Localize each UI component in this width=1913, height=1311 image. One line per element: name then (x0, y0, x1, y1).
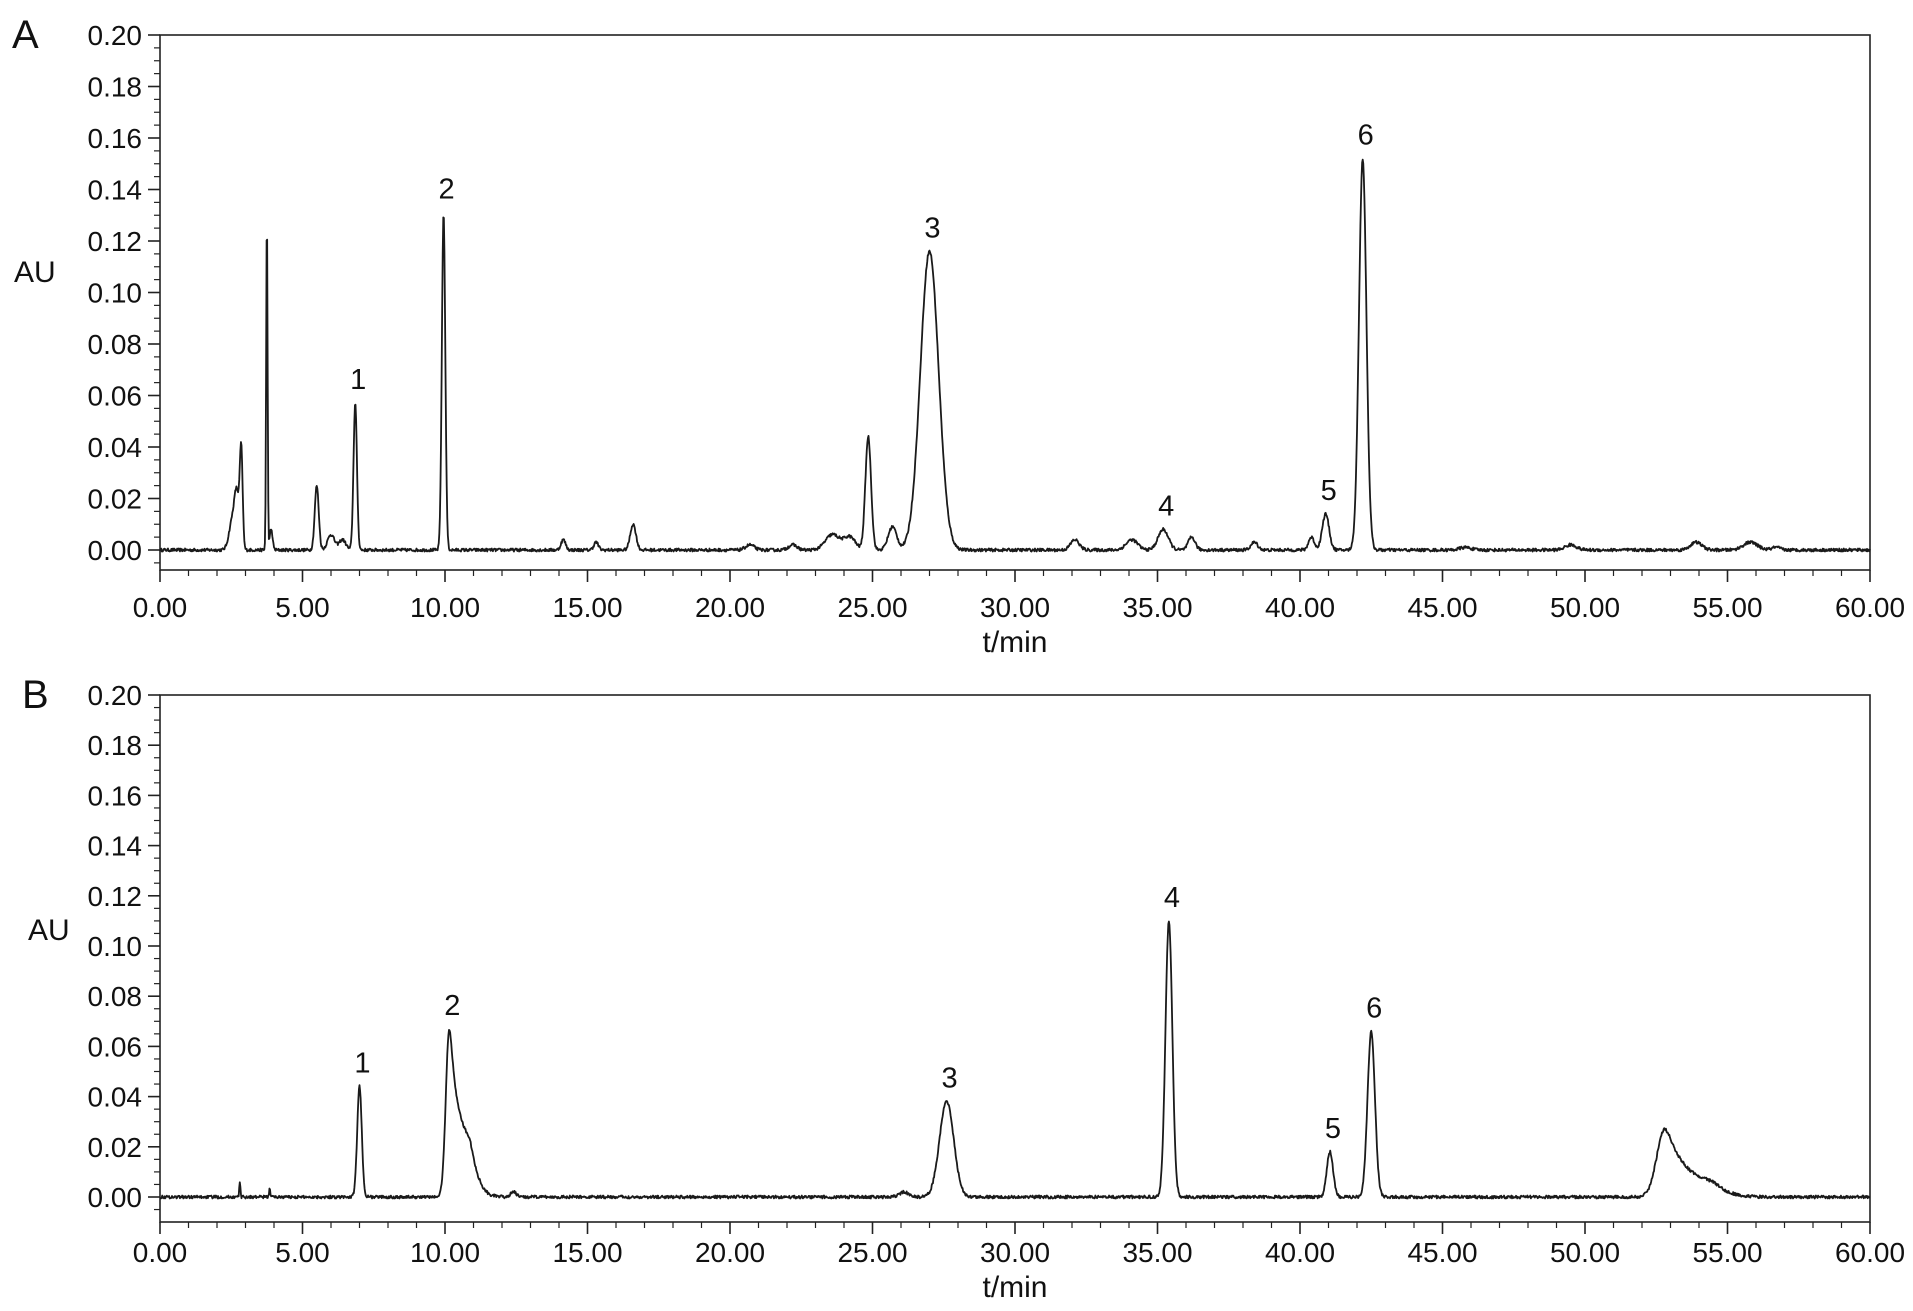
y-tick-label: 0.18 (88, 72, 143, 103)
x-tick-label: 5.00 (275, 592, 330, 623)
y-tick-label: 0.08 (88, 981, 143, 1012)
x-tick-label: 55.00 (1692, 1237, 1762, 1268)
y-tick-label: 0.00 (88, 535, 143, 566)
x-tick-label: 45.00 (1407, 592, 1477, 623)
x-tick-label: 15.00 (552, 1237, 622, 1268)
x-tick-label: 10.00 (410, 1237, 480, 1268)
peak-label-3: 3 (942, 1063, 958, 1095)
x-tick-label: 55.00 (1692, 592, 1762, 623)
x-tick-label: 45.00 (1407, 1237, 1477, 1268)
chromatogram-trace (159, 920, 1871, 1200)
x-tick-label: 10.00 (410, 592, 480, 623)
x-tick-label: 60.00 (1835, 592, 1905, 623)
x-tick-label: 20.00 (695, 592, 765, 623)
y-tick-label: 0.10 (88, 931, 143, 962)
y-tick-label: 0.06 (88, 381, 143, 412)
y-tick-label: 0.00 (88, 1182, 143, 1213)
y-tick-label: 0.12 (88, 881, 143, 912)
x-tick-label: 15.00 (552, 592, 622, 623)
y-tick-label: 0.20 (88, 20, 143, 51)
y-tick-label: 0.14 (88, 831, 143, 862)
y-tick-label: 0.02 (88, 484, 143, 515)
peak-label-5: 5 (1325, 1113, 1341, 1145)
peak-label-4: 4 (1158, 490, 1174, 522)
x-tick-label: 35.00 (1122, 1237, 1192, 1268)
panel-a: A AU t/min 0.00 0.02 0.04 0.06 0.08 0.10 0.12 0.14… (12, 13, 1905, 659)
peak-label-5: 5 (1321, 475, 1337, 507)
y-tick-label: 0.10 (88, 278, 143, 309)
y-tick-label: 0.16 (88, 780, 143, 811)
peak-label-1: 1 (354, 1048, 370, 1080)
x-tick-label: 20.00 (695, 1237, 765, 1268)
x-tick-label: 60.00 (1835, 1237, 1905, 1268)
y-tick-label: 0.06 (88, 1031, 143, 1062)
y-axis-label: AU (14, 256, 56, 289)
x-axis-label: t/min (982, 626, 1047, 659)
x-tick-label: 30.00 (980, 592, 1050, 623)
x-tick-label: 0.00 (133, 1237, 188, 1268)
peak-label-3: 3 (924, 212, 940, 244)
panel-letter: B (22, 673, 49, 717)
x-tick-label: 25.00 (837, 592, 907, 623)
y-tick-label: 0.12 (88, 226, 143, 257)
x-tick-label: 30.00 (980, 1237, 1050, 1268)
x-tick-label: 35.00 (1122, 592, 1192, 623)
y-tick-label: 0.04 (88, 1082, 143, 1113)
peak-label-4: 4 (1164, 882, 1180, 914)
peak-label-1: 1 (350, 364, 366, 396)
y-tick-label: 0.18 (88, 730, 143, 761)
y-tick-label: 0.14 (88, 175, 143, 206)
panel-b: B AU t/min 0.00 0.02 0.04 0.06 0.08 0.10 0.12 0.14… (22, 673, 1905, 1304)
panel-letter: A (12, 13, 39, 57)
y-axis-label: AU (28, 914, 70, 947)
chromatogram-trace (159, 158, 1871, 553)
x-tick-label: 50.00 (1550, 1237, 1620, 1268)
x-tick-label: 50.00 (1550, 592, 1620, 623)
y-tick-label: 0.16 (88, 123, 143, 154)
x-tick-label: 5.00 (275, 1237, 330, 1268)
y-tick-label: 0.08 (88, 329, 143, 360)
plot-frame (159, 34, 1871, 571)
x-tick-label: 40.00 (1265, 1237, 1335, 1268)
peak-label-2: 2 (444, 990, 460, 1022)
x-axis-label: t/min (982, 1271, 1047, 1304)
y-tick-label: 0.20 (88, 680, 143, 711)
peak-label-6: 6 (1366, 992, 1382, 1024)
x-tick-label: 40.00 (1265, 592, 1335, 623)
peak-label-6: 6 (1358, 120, 1374, 152)
x-tick-label: 25.00 (837, 1237, 907, 1268)
plot-frame (159, 694, 1871, 1223)
y-tick-label: 0.02 (88, 1132, 143, 1163)
x-tick-label: 0.00 (133, 592, 188, 623)
peak-label-2: 2 (439, 174, 455, 206)
y-tick-label: 0.04 (88, 432, 143, 463)
